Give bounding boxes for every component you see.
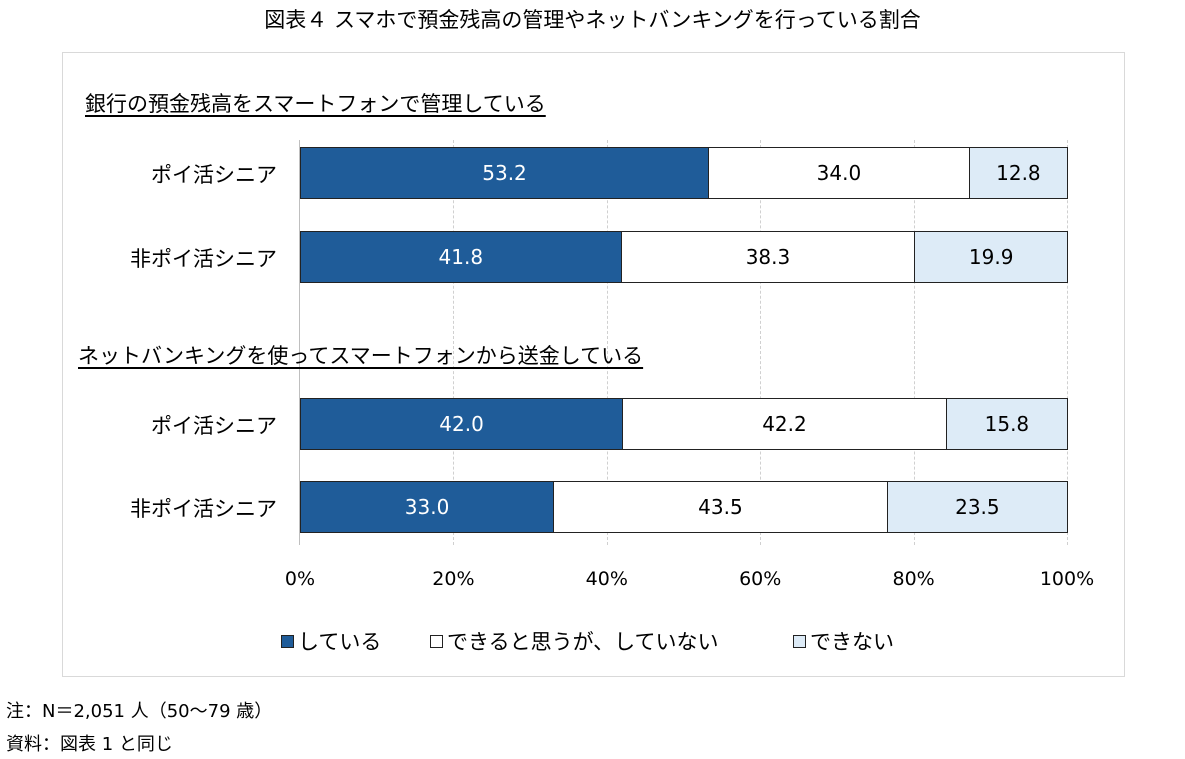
tick-label: 20%	[432, 568, 475, 590]
tick-label: 0%	[284, 568, 316, 590]
bar-segment-できない: 19.9	[914, 231, 1068, 283]
legend-label: できない	[810, 630, 894, 654]
tick-label: 60%	[739, 568, 782, 590]
bar-segment-できると思うが、していない: 43.5	[553, 481, 888, 533]
bar-segment-できない: 23.5	[886, 481, 1068, 533]
bar-segment-している: 42.0	[300, 398, 624, 450]
section-heading: ネットバンキングを使ってスマートフォンから送金している	[78, 344, 644, 368]
tick-label: 80%	[892, 568, 935, 590]
gridline	[606, 140, 608, 545]
row-label: ポイ活シニア	[151, 163, 277, 187]
bar-segment-できると思うが、していない: 38.3	[620, 231, 916, 283]
chart-frame	[62, 52, 1125, 677]
row-label: 非ポイ活シニア	[130, 247, 277, 271]
gridline	[1067, 140, 1068, 545]
note: 注：N＝2,051 人（50～79 歳）	[6, 701, 273, 722]
legend-item: できない	[793, 626, 894, 656]
gridline	[760, 140, 762, 545]
section-heading: 銀行の預金残高をスマートフォンで管理している	[85, 92, 546, 116]
gridline	[453, 140, 455, 545]
row-label: ポイ活シニア	[151, 414, 277, 438]
legend-item: している	[281, 626, 381, 656]
bar-segment-できると思うが、していない: 34.0	[708, 147, 970, 199]
bar-segment-している: 41.8	[300, 231, 622, 283]
source-note: 資料：図表 1 と同じ	[6, 734, 173, 755]
legend-label: している	[298, 630, 382, 654]
bar-segment-している: 33.0	[300, 481, 555, 533]
y-axis	[299, 140, 300, 545]
bar-segment-できると思うが、していない: 42.2	[622, 398, 947, 450]
chart-title: 図表４ スマホで預金残高の管理やネットバンキングを行っている割合	[264, 8, 921, 32]
legend-label: できると思うが、していない	[447, 630, 719, 654]
bar-segment-している: 53.2	[300, 147, 710, 199]
row-label: 非ポイ活シニア	[130, 497, 277, 521]
legend-swatch	[281, 634, 294, 648]
gridline	[913, 140, 915, 545]
legend-swatch	[793, 634, 806, 648]
legend-item: できると思うが、していない	[430, 626, 719, 656]
tick-label: 40%	[585, 568, 628, 590]
bar-segment-できない: 15.8	[945, 398, 1068, 450]
bar-segment-できない: 12.8	[968, 147, 1068, 199]
legend-swatch	[430, 634, 443, 648]
tick-label: 100%	[1039, 568, 1095, 590]
